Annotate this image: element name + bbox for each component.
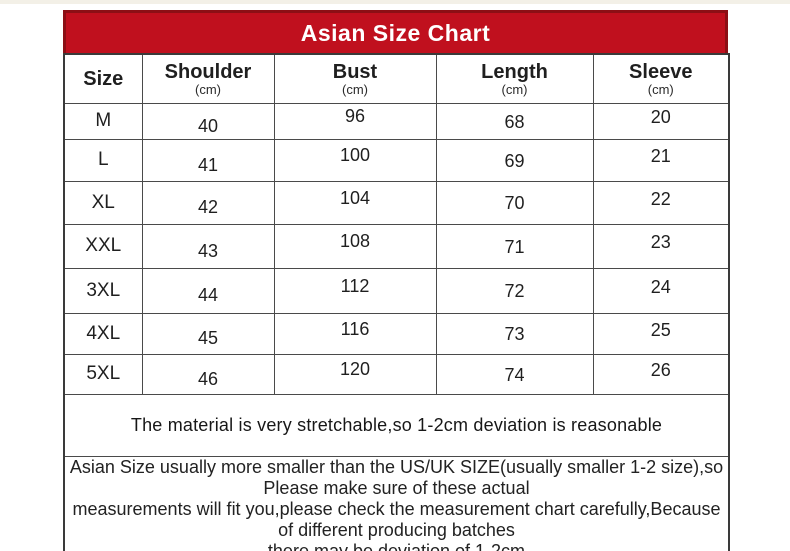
size-table: Size Shoulder (cm) Bust (cm) Length (cm)… [63, 53, 730, 551]
col-header-label: Sleeve [629, 60, 693, 83]
shoulder-cell: 44 [141, 267, 275, 314]
col-header-bust: Bust (cm) [273, 53, 437, 104]
sleeve-cell: 22 [592, 180, 730, 225]
table-row: L 41 100 69 21 [63, 138, 730, 182]
col-header-unit: (cm) [647, 81, 674, 97]
size-cell: 3XL [63, 267, 143, 314]
table-row: 3XL 44 112 72 24 [63, 267, 730, 314]
col-header-shoulder: Shoulder (cm) [141, 53, 275, 104]
length-cell: 72 [435, 267, 594, 314]
bust-cell: 96 [273, 102, 437, 140]
table-header-row: Size Shoulder (cm) Bust (cm) Length (cm)… [63, 53, 730, 104]
sleeve-cell: 20 [592, 102, 730, 140]
shoulder-cell: 42 [141, 180, 275, 225]
bust-cell: 100 [273, 138, 437, 182]
shoulder-cell: 45 [141, 312, 275, 355]
col-header-unit: (cm) [501, 81, 528, 97]
chart-title-bar: Asian Size Chart [63, 10, 728, 53]
length-cell: 73 [435, 312, 594, 355]
sleeve-cell: 23 [592, 223, 730, 269]
length-cell: 69 [435, 138, 594, 182]
bust-cell: 104 [273, 180, 437, 225]
col-header-sleeve: Sleeve (cm) [592, 53, 730, 104]
shoulder-cell: 46 [141, 353, 275, 395]
material-note-row: The material is very stretchable,so 1-2c… [63, 393, 730, 457]
col-header-unit: (cm) [195, 81, 221, 97]
footer-note: Asian Size usually more smaller than the… [63, 455, 730, 551]
size-cell: XL [63, 180, 143, 225]
col-header-label: Bust [332, 60, 378, 83]
footer-note-row: Asian Size usually more smaller than the… [63, 455, 730, 551]
table-row: 5XL 46 120 74 26 [63, 353, 730, 395]
material-note: The material is very stretchable,so 1-2c… [63, 393, 730, 457]
sleeve-cell: 24 [592, 267, 730, 314]
col-header-unit: (cm) [342, 81, 368, 97]
footer-note-line: there may be deviation of 1-2cm [267, 540, 526, 551]
bust-cell: 116 [273, 312, 437, 355]
table-row: XXL 43 108 71 23 [63, 223, 730, 269]
size-chart: Asian Size Chart Size Shoulder (cm) Bust… [63, 10, 730, 551]
col-header-label: Shoulder [164, 60, 252, 83]
table-row: M 40 96 68 20 [63, 102, 730, 140]
size-cell: 5XL [63, 353, 143, 395]
footer-note-line: measurements will fit you,please check t… [72, 498, 721, 540]
size-cell: XXL [63, 223, 143, 269]
length-cell: 71 [435, 223, 594, 269]
table-row: XL 42 104 70 22 [63, 180, 730, 225]
size-cell: L [63, 138, 143, 182]
bust-cell: 120 [273, 353, 437, 395]
bust-cell: 108 [273, 223, 437, 269]
sleeve-cell: 25 [592, 312, 730, 355]
shoulder-cell: 43 [141, 223, 275, 269]
bust-cell: 112 [273, 267, 437, 314]
footer-note-line: Asian Size usually more smaller than the… [69, 456, 724, 498]
col-header-label: Length [481, 60, 548, 83]
chart-title: Asian Size Chart [300, 19, 491, 46]
shoulder-cell: 41 [141, 138, 275, 182]
table-row: 4XL 45 116 73 25 [63, 312, 730, 355]
col-header-size: Size [63, 53, 143, 104]
length-cell: 68 [435, 102, 594, 140]
size-cell: M [63, 102, 143, 140]
shoulder-cell: 40 [141, 102, 275, 140]
sleeve-cell: 21 [592, 138, 730, 182]
size-cell: 4XL [63, 312, 143, 355]
sleeve-cell: 26 [592, 353, 730, 395]
col-header-length: Length (cm) [435, 53, 594, 104]
length-cell: 70 [435, 180, 594, 225]
page-top-strip [0, 0, 790, 4]
length-cell: 74 [435, 353, 594, 395]
col-header-label: Size [83, 67, 124, 90]
